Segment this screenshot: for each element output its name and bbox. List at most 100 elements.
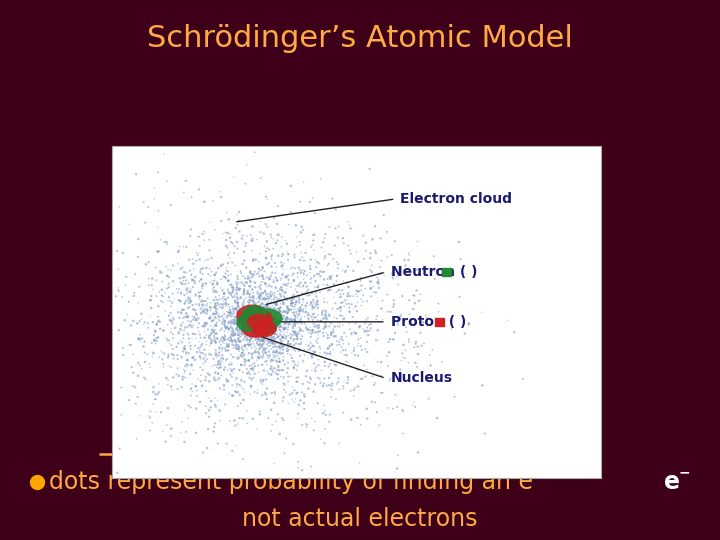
Point <box>284 390 296 399</box>
Point <box>306 414 318 422</box>
Point <box>267 312 279 321</box>
Point <box>165 266 176 274</box>
Point <box>186 276 198 285</box>
Point <box>453 238 464 246</box>
Point <box>234 325 246 333</box>
Point <box>222 300 234 309</box>
Point <box>237 319 248 327</box>
Point <box>148 285 159 294</box>
Point <box>253 318 265 326</box>
Point <box>258 316 269 325</box>
Point <box>186 271 197 280</box>
Point <box>346 329 357 338</box>
Point <box>224 309 235 318</box>
Point <box>253 315 265 324</box>
Point <box>149 336 161 345</box>
Point <box>232 220 243 229</box>
Point <box>306 366 318 375</box>
Point <box>225 308 236 316</box>
Point <box>218 339 230 348</box>
Point <box>238 307 250 316</box>
Point <box>222 342 233 351</box>
Point <box>271 299 282 308</box>
Point <box>240 320 251 328</box>
Point <box>236 348 248 357</box>
Point <box>162 320 174 329</box>
Point <box>234 316 246 325</box>
Point <box>253 318 265 326</box>
Point <box>294 325 306 333</box>
Point <box>261 333 272 341</box>
Point <box>244 298 256 307</box>
Point <box>131 435 143 443</box>
Point <box>183 279 194 287</box>
Point <box>292 464 304 472</box>
Point <box>268 334 279 343</box>
Point <box>166 328 177 336</box>
Point <box>179 177 191 185</box>
Point <box>163 352 174 360</box>
Point <box>286 342 297 350</box>
Point <box>319 313 330 322</box>
Point <box>171 342 182 351</box>
Point <box>224 289 235 298</box>
Point <box>199 307 210 316</box>
Point <box>315 379 326 387</box>
Point <box>267 290 279 299</box>
Point <box>252 316 264 325</box>
Point <box>300 248 311 257</box>
Point <box>224 230 235 238</box>
Point <box>230 305 241 313</box>
Point <box>251 311 262 320</box>
Point <box>299 346 310 354</box>
Point <box>241 334 253 343</box>
Point <box>251 330 263 339</box>
Point <box>240 264 252 272</box>
Point <box>282 340 294 349</box>
Point <box>272 287 284 295</box>
Point <box>223 215 235 224</box>
Point <box>167 317 179 326</box>
Point <box>246 330 258 339</box>
Point <box>244 291 256 300</box>
Point <box>253 314 264 323</box>
Point <box>263 369 274 378</box>
Point <box>269 329 280 338</box>
Point <box>157 355 168 363</box>
Point <box>262 303 274 312</box>
Point <box>253 318 264 327</box>
Point <box>228 330 240 339</box>
Point <box>260 280 271 288</box>
Point <box>400 354 411 362</box>
Point <box>232 335 243 343</box>
Point <box>248 299 259 308</box>
Point <box>293 359 305 367</box>
Point <box>268 316 279 325</box>
Point <box>270 320 282 329</box>
Point <box>140 260 151 268</box>
Point <box>277 332 289 341</box>
Point <box>262 337 274 346</box>
Point <box>282 343 294 352</box>
Point <box>256 271 268 280</box>
Point <box>253 319 265 327</box>
Point <box>264 364 276 373</box>
Point <box>255 318 266 326</box>
Point <box>261 282 272 291</box>
Point <box>254 317 266 326</box>
Point <box>161 177 173 186</box>
Point <box>225 322 236 331</box>
Point <box>166 299 178 307</box>
Point <box>246 330 258 339</box>
Point <box>252 318 264 327</box>
Point <box>274 310 285 319</box>
Point <box>273 348 284 357</box>
Point <box>193 249 204 258</box>
Point <box>270 316 282 325</box>
Point <box>235 352 247 360</box>
Point <box>238 256 250 265</box>
Point <box>260 317 271 326</box>
Point <box>277 349 289 357</box>
Point <box>352 288 364 296</box>
Point <box>253 319 264 327</box>
